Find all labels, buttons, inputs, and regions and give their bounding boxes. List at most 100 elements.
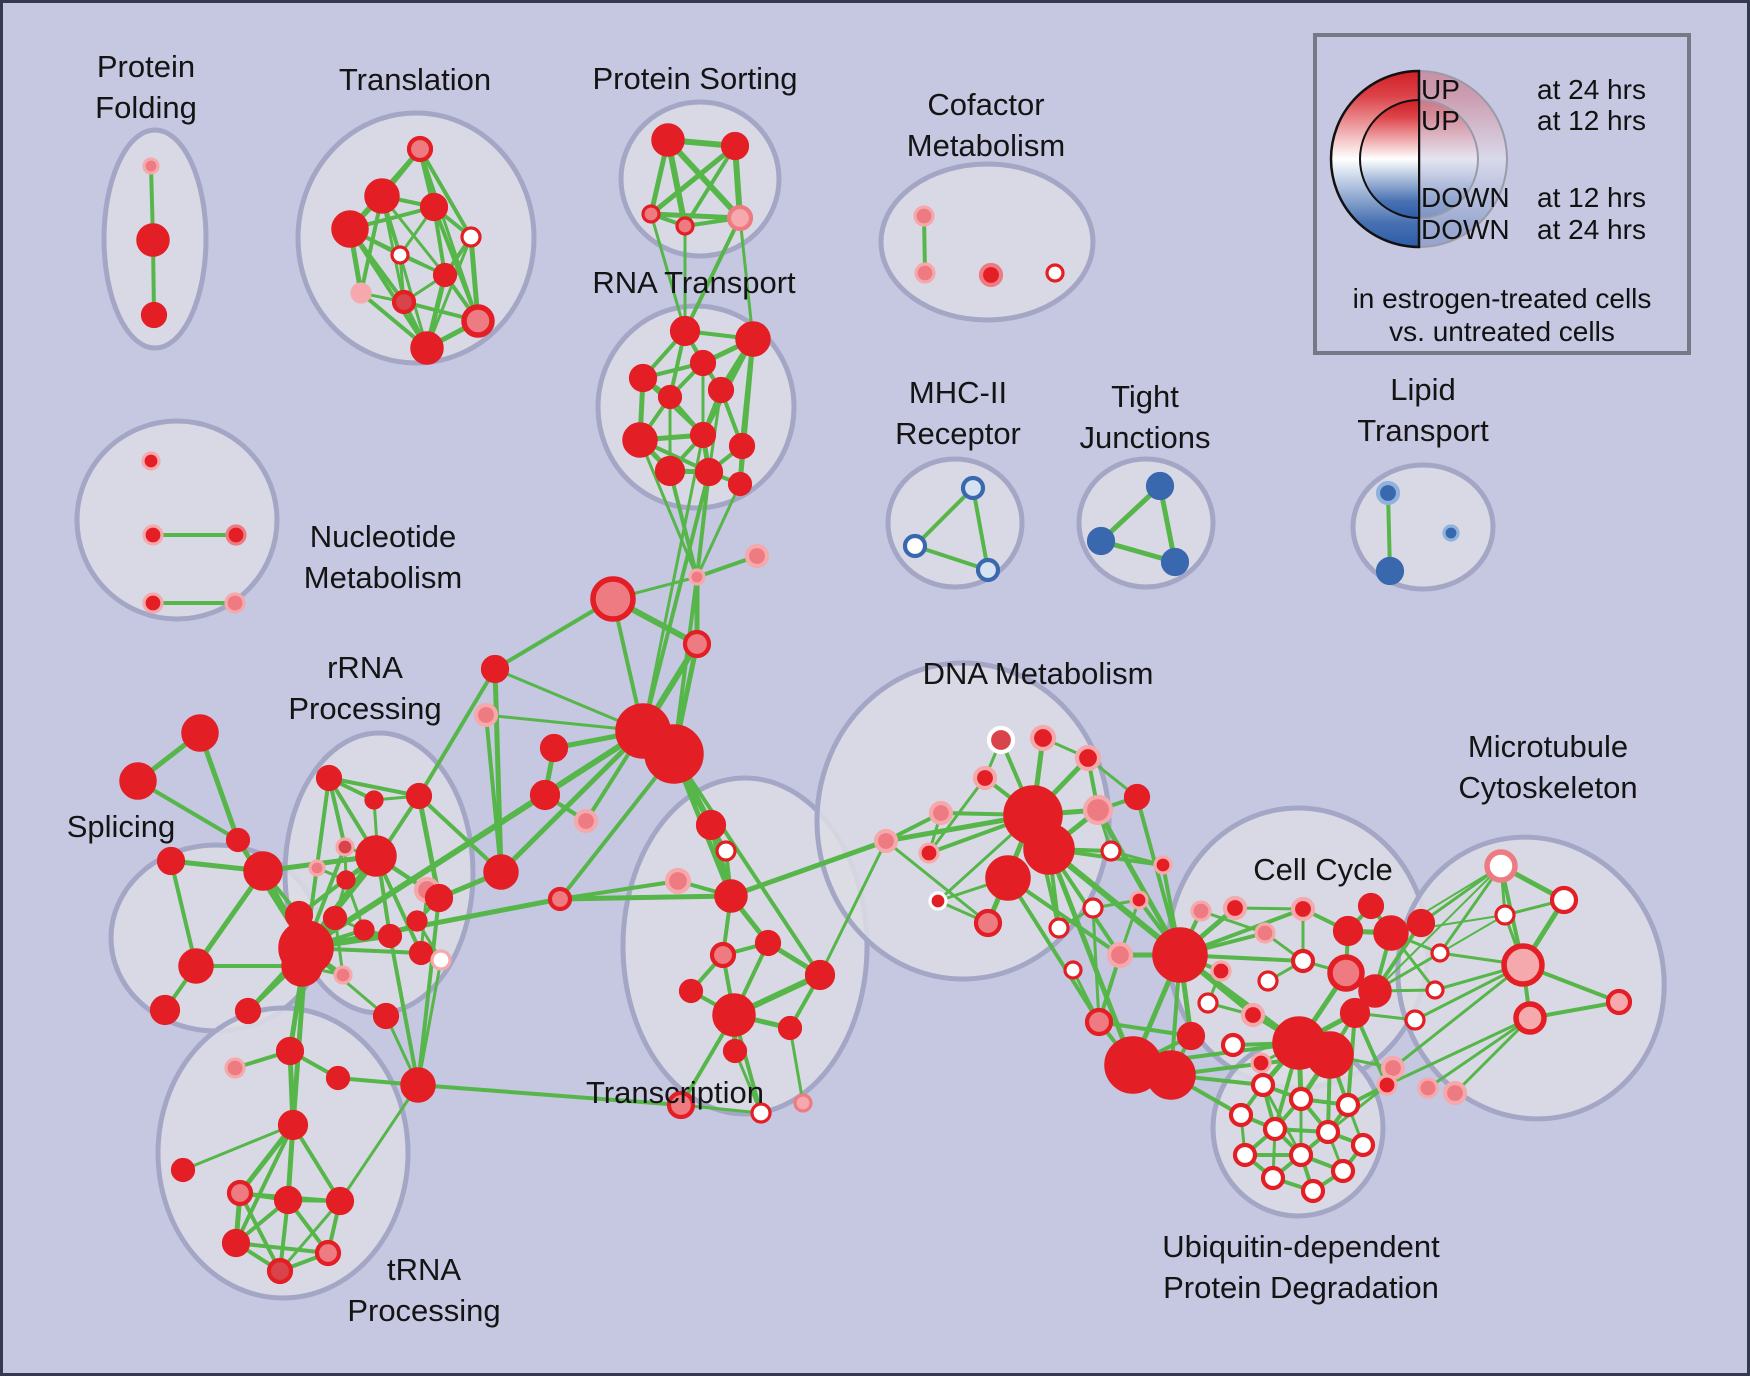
gene-node[interactable] bbox=[1210, 960, 1232, 982]
gene-node[interactable] bbox=[750, 1102, 772, 1124]
gene-node[interactable] bbox=[224, 1057, 246, 1079]
gene-node[interactable] bbox=[1513, 1001, 1547, 1035]
gene-node[interactable] bbox=[142, 524, 164, 546]
gene-node[interactable] bbox=[325, 1186, 355, 1216]
gene-node[interactable] bbox=[391, 289, 417, 315]
gene-node[interactable] bbox=[902, 533, 928, 559]
gene-node[interactable] bbox=[408, 940, 434, 966]
gene-node[interactable] bbox=[353, 919, 375, 941]
gene-node[interactable] bbox=[225, 524, 247, 546]
gene-node[interactable] bbox=[1306, 1031, 1354, 1079]
gene-node[interactable] bbox=[914, 262, 936, 284]
gene-node[interactable] bbox=[406, 910, 428, 932]
gene-node[interactable] bbox=[224, 592, 246, 614]
gene-node[interactable] bbox=[142, 157, 160, 175]
gene-node[interactable] bbox=[1176, 1021, 1206, 1051]
gene-node[interactable] bbox=[1082, 794, 1114, 826]
gene-node[interactable] bbox=[1335, 1092, 1361, 1118]
gene-node[interactable] bbox=[735, 321, 771, 357]
gene-node[interactable] bbox=[1160, 547, 1190, 577]
gene-node[interactable] bbox=[1257, 970, 1279, 992]
gene-node[interactable] bbox=[480, 654, 510, 684]
gene-node[interactable] bbox=[473, 702, 499, 728]
gene-node[interactable] bbox=[726, 204, 754, 232]
gene-node[interactable] bbox=[641, 204, 661, 224]
gene-node[interactable] bbox=[1442, 524, 1460, 542]
gene-node[interactable] bbox=[669, 315, 701, 347]
gene-node[interactable] bbox=[727, 471, 753, 497]
gene-node[interactable] bbox=[1262, 1116, 1288, 1142]
gene-node[interactable] bbox=[709, 941, 737, 969]
gene-node[interactable] bbox=[873, 828, 899, 854]
gene-node[interactable] bbox=[1373, 915, 1409, 951]
gene-node[interactable] bbox=[149, 994, 181, 1026]
gene-node[interactable] bbox=[315, 764, 343, 792]
gene-node[interactable] bbox=[335, 837, 355, 857]
gene-node[interactable] bbox=[419, 192, 449, 222]
gene-node[interactable] bbox=[400, 1067, 436, 1103]
gene-node[interactable] bbox=[1484, 849, 1518, 883]
gene-node[interactable] bbox=[1260, 1165, 1286, 1191]
gene-node[interactable] bbox=[975, 557, 1001, 583]
gene-node[interactable] bbox=[405, 782, 433, 810]
gene-node[interactable] bbox=[333, 965, 353, 985]
gene-node[interactable] bbox=[694, 457, 724, 487]
gene-node[interactable] bbox=[1375, 480, 1401, 506]
gene-node[interactable] bbox=[119, 762, 157, 800]
gene-node[interactable] bbox=[707, 376, 735, 404]
gene-node[interactable] bbox=[1350, 1132, 1376, 1158]
gene-node[interactable] bbox=[1332, 915, 1364, 947]
gene-node[interactable] bbox=[664, 867, 692, 895]
gene-node[interactable] bbox=[678, 978, 704, 1004]
gene-node[interactable] bbox=[390, 245, 410, 265]
gene-node[interactable] bbox=[654, 455, 686, 487]
gene-node[interactable] bbox=[336, 870, 356, 890]
gene-node[interactable] bbox=[1074, 744, 1102, 772]
gene-node[interactable] bbox=[913, 205, 935, 227]
gene-node[interactable] bbox=[1220, 1032, 1246, 1058]
gene-node[interactable] bbox=[1406, 908, 1436, 938]
gene-node[interactable] bbox=[573, 808, 599, 834]
gene-node[interactable] bbox=[156, 846, 186, 876]
gene-node[interactable] bbox=[688, 568, 706, 586]
gene-node[interactable] bbox=[666, 1090, 696, 1120]
gene-node[interactable] bbox=[1063, 960, 1083, 980]
gene-node[interactable] bbox=[1145, 471, 1175, 501]
gene-node[interactable] bbox=[1330, 1158, 1356, 1184]
gene-node[interactable] bbox=[364, 178, 400, 214]
gene-node[interactable] bbox=[675, 216, 695, 236]
gene-node[interactable] bbox=[1146, 1050, 1196, 1100]
gene-node[interactable] bbox=[978, 262, 1004, 288]
gene-node[interactable] bbox=[1129, 890, 1149, 910]
gene-node[interactable] bbox=[322, 905, 348, 931]
gene-node[interactable] bbox=[1152, 927, 1208, 983]
gene-node[interactable] bbox=[657, 384, 683, 410]
gene-node[interactable] bbox=[461, 304, 495, 338]
gene-node[interactable] bbox=[590, 576, 636, 622]
gene-node[interactable] bbox=[529, 779, 561, 811]
gene-node[interactable] bbox=[243, 851, 283, 891]
gene-node[interactable] bbox=[226, 1179, 254, 1207]
gene-node[interactable] bbox=[1100, 840, 1122, 862]
gene-node[interactable] bbox=[1290, 896, 1316, 922]
gene-node[interactable] bbox=[804, 959, 836, 991]
gene-node[interactable] bbox=[273, 1185, 303, 1215]
gene-node[interactable] bbox=[1442, 1080, 1468, 1106]
gene-node[interactable] bbox=[1153, 855, 1173, 875]
gene-node[interactable] bbox=[350, 282, 372, 304]
gene-node[interactable] bbox=[140, 301, 168, 329]
gene-node[interactable] bbox=[181, 714, 219, 752]
gene-node[interactable] bbox=[973, 908, 1003, 938]
gene-node[interactable] bbox=[281, 945, 323, 987]
gene-node[interactable] bbox=[308, 859, 326, 877]
gene-node[interactable] bbox=[141, 451, 161, 471]
gene-node[interactable] bbox=[1404, 1009, 1426, 1031]
gene-node[interactable] bbox=[178, 948, 214, 984]
gene-node[interactable] bbox=[715, 840, 737, 862]
gene-node[interactable] bbox=[1501, 943, 1545, 987]
gene-node[interactable] bbox=[928, 800, 954, 826]
gene-node[interactable] bbox=[682, 629, 712, 659]
gene-node[interactable] bbox=[651, 123, 685, 157]
gene-node[interactable] bbox=[1300, 1178, 1326, 1204]
gene-node[interactable] bbox=[539, 733, 569, 763]
